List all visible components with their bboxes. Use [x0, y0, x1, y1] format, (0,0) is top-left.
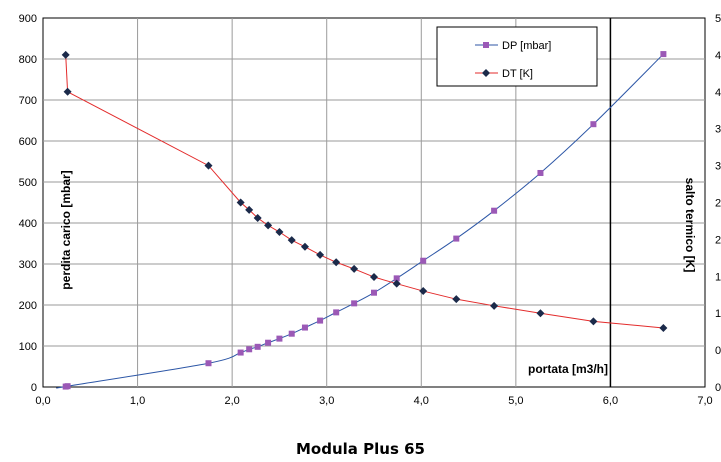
x-axis-title: portata [m3/h]: [528, 362, 608, 376]
dt-point: [61, 50, 70, 59]
dt-point: [316, 250, 325, 259]
y2-tick-label: 3: [715, 161, 721, 173]
dp-point: [333, 309, 340, 316]
y2-tick-label: 4,5: [715, 50, 721, 62]
plot-area: [42, 17, 706, 388]
dp-point: [453, 235, 460, 242]
y-tick-label: 200: [19, 300, 37, 312]
dt-point: [245, 205, 254, 214]
chart-caption: Modula Plus 65: [296, 440, 425, 458]
dp-point: [317, 317, 324, 324]
y-tick-label: 400: [19, 218, 37, 230]
legend: DP [mbar] DT [K]: [436, 26, 598, 87]
series-layer: [56, 50, 668, 390]
dp-point: [351, 300, 358, 307]
dt-point: [236, 198, 245, 207]
x-tick-label: 2,0: [224, 395, 239, 407]
legend-dp-marker: [483, 42, 489, 48]
y-axis-title: perdita carico [mbar]: [59, 170, 73, 289]
dt-point: [275, 228, 284, 237]
dp-point: [254, 343, 261, 350]
y2-tick-label: 1,5: [715, 271, 721, 283]
dt-point: [204, 161, 213, 170]
x-tick-label: 7,0: [697, 395, 712, 407]
dt-point: [264, 221, 273, 230]
dp-point: [64, 383, 71, 390]
y2-tick-label: 3,5: [715, 124, 721, 136]
y2-tick-label: 0: [715, 382, 721, 394]
dt-point: [370, 273, 378, 282]
y-tick-label: 300: [19, 259, 37, 271]
dp-point: [660, 51, 667, 58]
x-tick-label: 5,0: [508, 395, 523, 407]
dt-point: [659, 323, 668, 332]
dt-point: [419, 287, 428, 296]
y-tick-label: 900: [19, 13, 37, 25]
x-tick-label: 0,0: [35, 395, 50, 407]
tick-labels: 0,0 1,0 2,0 3,0 4,0 5,0 6,0 7,00100200300400500…: [19, 13, 721, 407]
dp-point: [420, 257, 427, 264]
dp-point: [590, 121, 597, 128]
legend-box: [436, 26, 598, 87]
dp-point: [276, 335, 283, 342]
dp-point: [265, 339, 272, 346]
dt-point: [332, 258, 341, 267]
x-tick-label: 3,0: [319, 395, 334, 407]
dt-point: [392, 279, 401, 288]
dp-point: [205, 360, 212, 367]
dt-point: [350, 264, 359, 273]
x-tick-label: 1,0: [130, 395, 145, 407]
y2-tick-label: 2: [715, 234, 721, 246]
legend-dt-label: DT [K]: [502, 68, 533, 80]
y2-axis-title: salto termico [K]: [683, 178, 697, 273]
dp-point: [537, 169, 544, 176]
dt-point: [63, 87, 72, 96]
y2-tick-label: 2,5: [715, 198, 721, 210]
y-tick-label: 600: [19, 136, 37, 148]
x-tick-label: 4,0: [414, 395, 429, 407]
dt-point: [490, 301, 499, 310]
dp-point: [237, 349, 244, 356]
y-tick-label: 0: [31, 382, 37, 394]
y-tick-label: 100: [19, 341, 37, 353]
dp-point: [246, 346, 253, 353]
dt-point: [300, 242, 309, 251]
dp-point: [393, 275, 400, 282]
y2-tick-label: 1: [715, 308, 721, 320]
dp-point: [288, 330, 295, 337]
dp-point: [491, 207, 498, 214]
x-tick-label: 6,0: [603, 395, 618, 407]
y-tick-label: 500: [19, 177, 37, 189]
y2-tick-label: 0,5: [715, 345, 721, 357]
y-tick-label: 700: [19, 95, 37, 107]
dt-point: [287, 236, 296, 245]
dt-point: [452, 295, 461, 304]
chart: 0,0 1,0 2,0 3,0 4,0 5,0 6,0 7,00100200300400500…: [19, 13, 721, 407]
dt-point: [253, 213, 262, 222]
dp-point: [301, 324, 308, 331]
legend-dt-marker: [482, 69, 490, 77]
y-tick-label: 800: [19, 54, 37, 66]
dt-point: [536, 309, 545, 318]
legend-dp-label: DP [mbar]: [502, 40, 551, 52]
y2-tick-label: 4: [715, 87, 721, 99]
y2-tick-label: 5: [715, 13, 721, 25]
dt-point: [589, 317, 598, 326]
dp-point: [371, 289, 377, 296]
